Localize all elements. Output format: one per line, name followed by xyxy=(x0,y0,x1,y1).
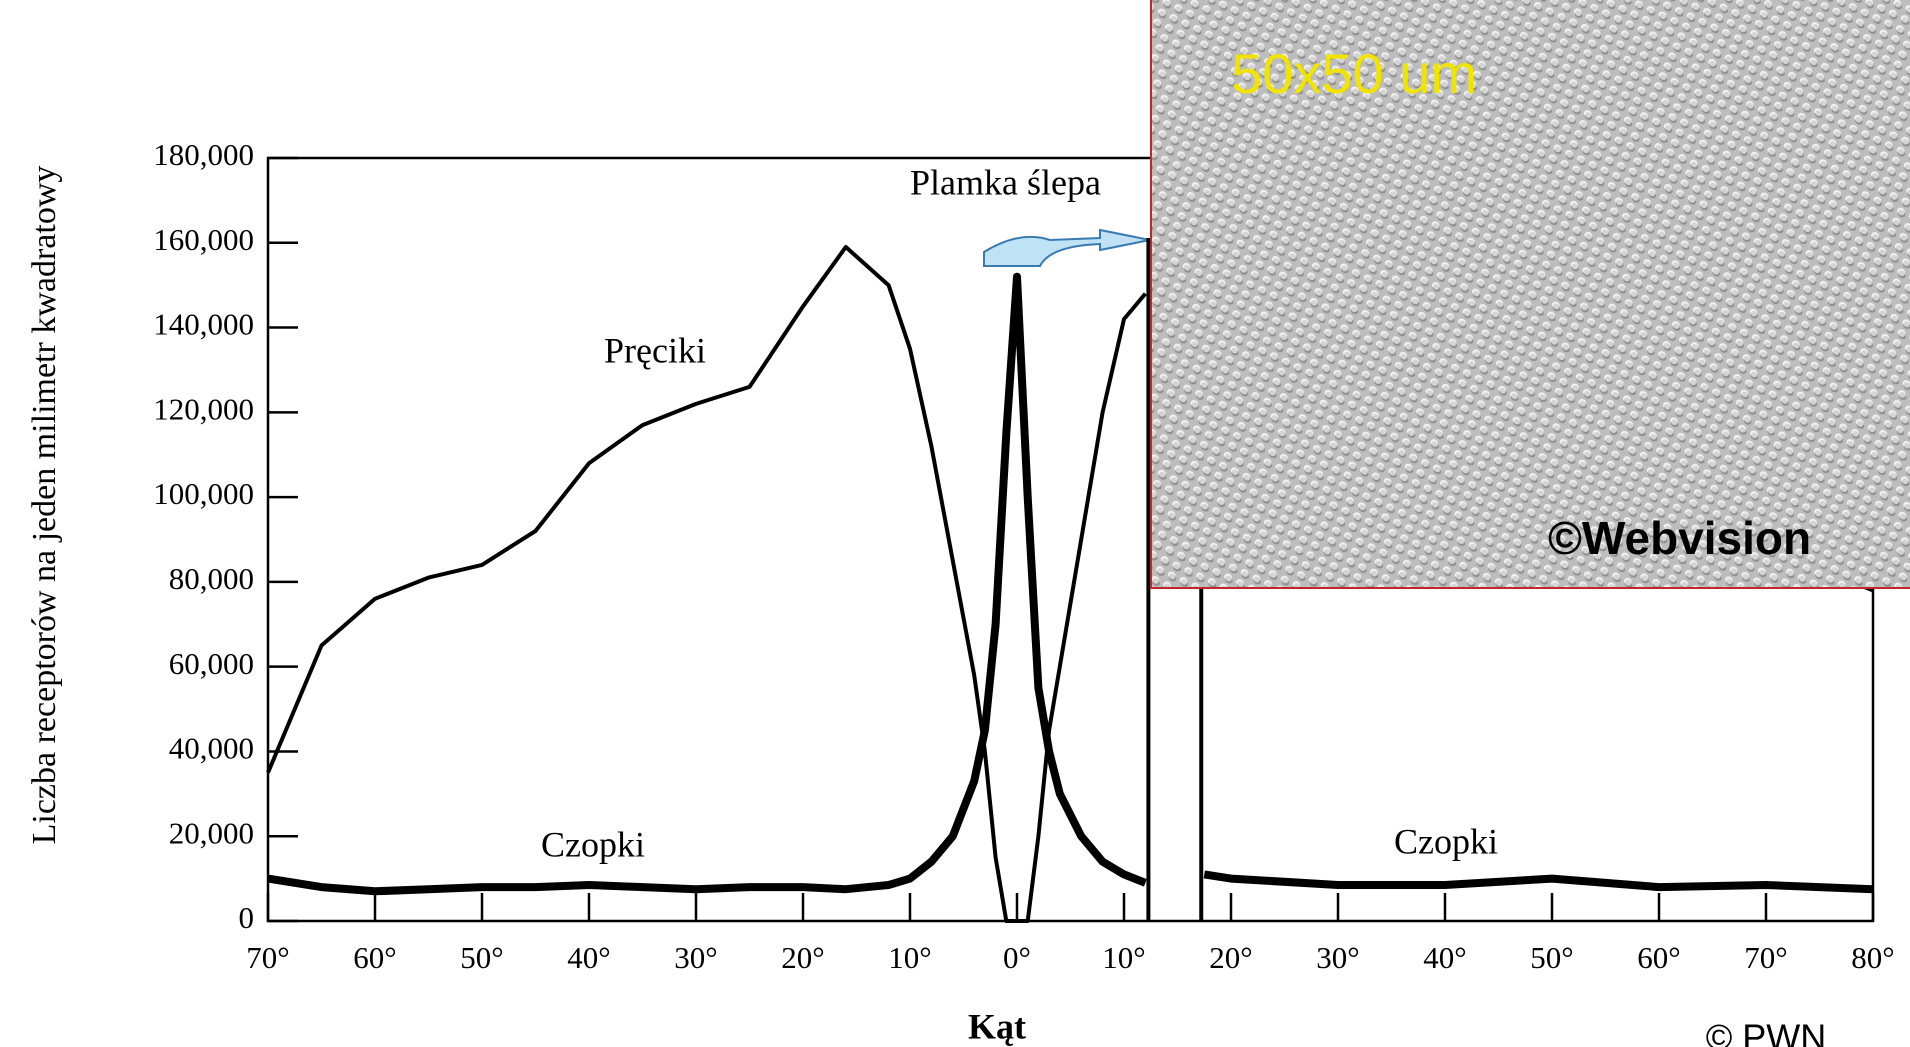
annotation: Czopki xyxy=(541,824,645,864)
annotation: Pręciki xyxy=(604,330,706,370)
y-axis-title: Liczba receptorów na jeden milimetr kwad… xyxy=(26,166,63,845)
photo xyxy=(1150,0,1910,589)
retina-photo: 50x50 um ©Webvision xyxy=(1150,0,1910,589)
x-tick-label: 70° xyxy=(1744,940,1787,975)
annotation: Czopki xyxy=(1394,821,1498,861)
x-tick-label: 60° xyxy=(1637,940,1680,975)
x-tick-label: 30° xyxy=(674,940,717,975)
x-tick-label: 10° xyxy=(1102,940,1145,975)
y-tick-label: 20,000 xyxy=(169,815,254,850)
blind-spot-arrow xyxy=(983,228,1151,267)
y-tick-label: 100,000 xyxy=(153,476,254,511)
y-tick-label: 40,000 xyxy=(169,731,254,766)
x-tick-label: 40° xyxy=(567,940,610,975)
y-tick-label: 140,000 xyxy=(153,307,254,342)
series-line xyxy=(267,272,1874,896)
x-tick-label: 30° xyxy=(1316,940,1359,975)
y-tick-label: 180,000 xyxy=(153,137,254,172)
x-tick-label: 40° xyxy=(1423,940,1466,975)
x-tick-label: 80° xyxy=(1851,940,1894,975)
annotation: Plamka ślepa xyxy=(910,162,1101,202)
y-tick-label: 160,000 xyxy=(153,222,254,257)
source-label: ©Webvision xyxy=(1548,512,1811,564)
y-tick-label: 0 xyxy=(239,900,255,935)
x-tick-label: 20° xyxy=(1209,940,1252,975)
credit: © PWN xyxy=(1706,1017,1827,1047)
x-tick-label: 70° xyxy=(246,940,289,975)
y-tick-label: 60,000 xyxy=(169,646,254,681)
x-tick-label: 50° xyxy=(460,940,503,975)
y-tick-label: 80,000 xyxy=(169,561,254,596)
x-tick-label: 60° xyxy=(353,940,396,975)
x-axis-title: Kąt xyxy=(968,1006,1026,1046)
y-tick-label: 120,000 xyxy=(153,391,254,426)
x-tick-label: 10° xyxy=(888,940,931,975)
scale-label: 50x50 um xyxy=(1231,42,1477,105)
x-tick-label: 20° xyxy=(781,940,824,975)
x-tick-label: 50° xyxy=(1530,940,1573,975)
x-tick-label: 0° xyxy=(1003,940,1031,975)
